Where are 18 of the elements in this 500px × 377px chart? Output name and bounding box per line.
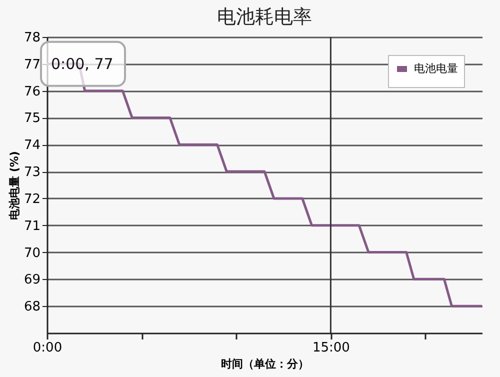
y-tick-label: 74 bbox=[24, 138, 40, 154]
y-tick-label: 72 bbox=[24, 192, 40, 207]
y-tick-label: 76 bbox=[24, 84, 40, 100]
x-axis-title: 时间（单位：分） bbox=[221, 358, 309, 370]
chart-title: 电池耗电率 bbox=[217, 6, 312, 28]
y-tick-label: 73 bbox=[24, 165, 40, 180]
y-tick-label: 78 bbox=[24, 30, 40, 46]
y-tick-label: 71 bbox=[24, 218, 40, 234]
y-tick-label: 70 bbox=[24, 246, 40, 261]
x-tick-label: 0:00 bbox=[32, 340, 62, 356]
annotation: 0:00, 77 bbox=[51, 54, 114, 73]
y-tick-label: 68 bbox=[24, 300, 40, 315]
legend-label: 电池电量 bbox=[414, 62, 458, 75]
y-tick-label: 75 bbox=[24, 111, 40, 126]
y-tick-label: 77 bbox=[24, 57, 40, 72]
y-tick-label: 69 bbox=[24, 272, 40, 288]
y-axis-title: 电池电量 (%) bbox=[8, 151, 21, 220]
x-tick-label: 15:00 bbox=[312, 340, 350, 356]
